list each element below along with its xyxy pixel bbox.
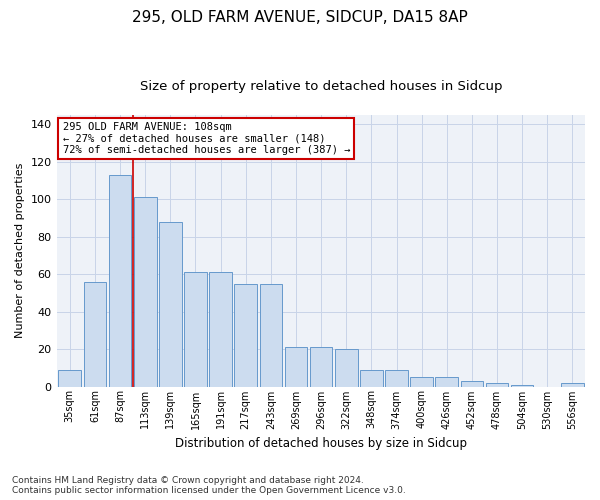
Bar	[184, 272, 207, 386]
Bar	[360, 370, 383, 386]
Bar	[58, 370, 81, 386]
X-axis label: Distribution of detached houses by size in Sidcup: Distribution of detached houses by size …	[175, 437, 467, 450]
Text: 295, OLD FARM AVENUE, SIDCUP, DA15 8AP: 295, OLD FARM AVENUE, SIDCUP, DA15 8AP	[132, 10, 468, 25]
Bar	[561, 383, 584, 386]
Bar	[159, 222, 182, 386]
Bar	[511, 384, 533, 386]
Bar	[410, 377, 433, 386]
Title: Size of property relative to detached houses in Sidcup: Size of property relative to detached ho…	[140, 80, 502, 93]
Bar	[486, 383, 508, 386]
Bar	[235, 284, 257, 387]
Bar	[335, 349, 358, 387]
Bar	[284, 347, 307, 387]
Bar	[260, 284, 282, 387]
Bar	[310, 347, 332, 387]
Bar	[209, 272, 232, 386]
Bar	[109, 175, 131, 386]
Bar	[83, 282, 106, 387]
Bar	[436, 377, 458, 386]
Y-axis label: Number of detached properties: Number of detached properties	[15, 163, 25, 338]
Text: 295 OLD FARM AVENUE: 108sqm
← 27% of detached houses are smaller (148)
72% of se: 295 OLD FARM AVENUE: 108sqm ← 27% of det…	[62, 122, 350, 155]
Bar	[134, 198, 157, 386]
Bar	[385, 370, 408, 386]
Bar	[461, 381, 483, 386]
Text: Contains HM Land Registry data © Crown copyright and database right 2024.
Contai: Contains HM Land Registry data © Crown c…	[12, 476, 406, 495]
